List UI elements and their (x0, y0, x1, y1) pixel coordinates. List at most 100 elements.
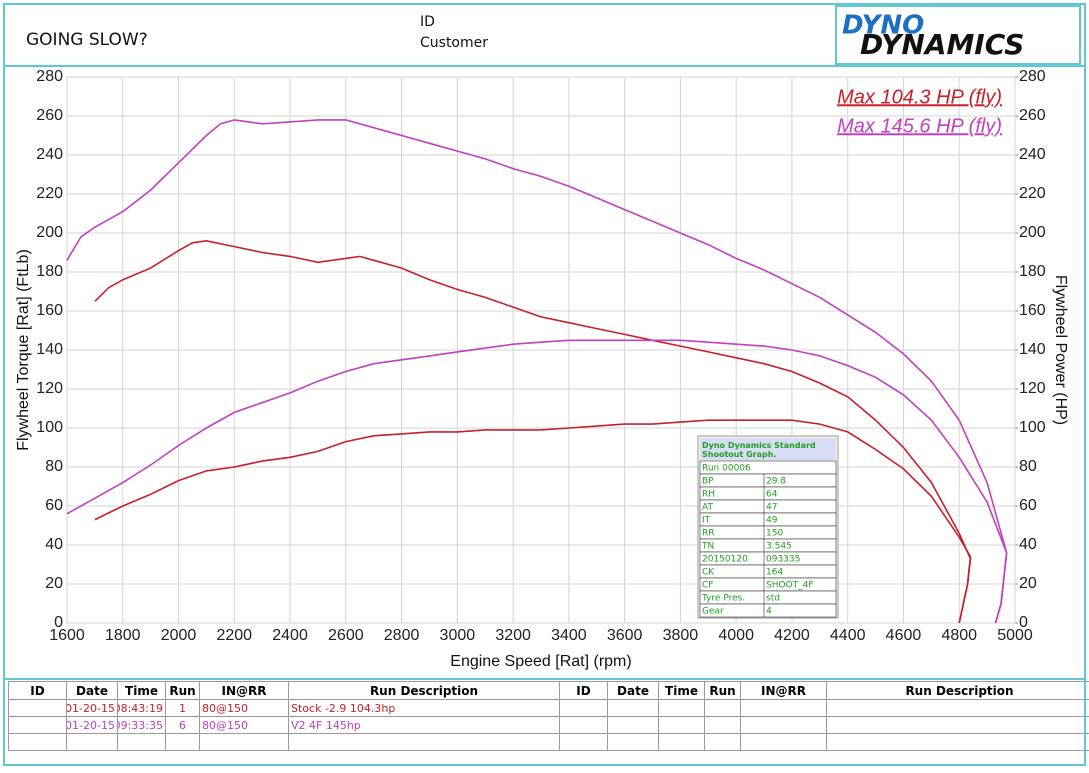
x-tick-label: 3600 (607, 627, 643, 644)
table-cell: 6 (166, 717, 200, 734)
column-header: ID (560, 682, 608, 700)
x-tick-label: 3400 (551, 627, 587, 644)
y-tick-label: 100 (36, 419, 63, 436)
column-header: IN@RR (200, 682, 289, 700)
y-tick-label: 80 (45, 458, 63, 475)
x-tick-label: 3800 (663, 627, 699, 644)
table-cell (608, 700, 659, 717)
info-cell: SHOOT_4F (766, 581, 814, 591)
info-cell: Gear (702, 607, 724, 617)
table-cell: 08:43:19 (118, 700, 166, 717)
table-cell: 80@150 (200, 717, 289, 734)
y2-tick-label: 140 (1019, 341, 1046, 358)
table-cell (118, 734, 166, 751)
info-cell: std (766, 594, 780, 604)
table-cell (608, 734, 659, 751)
info-cell: 4 (766, 607, 772, 617)
table-cell (289, 734, 560, 751)
x-tick-label: 2400 (272, 627, 308, 644)
y-tick-label: 40 (45, 536, 63, 553)
x-tick-label: 4600 (886, 627, 922, 644)
x-tick-label: 2200 (216, 627, 252, 644)
y-tick-label: 260 (36, 107, 63, 124)
x-tick-label: 1600 (49, 627, 85, 644)
x-tick-label: 4200 (774, 627, 810, 644)
info-cell: Run 00006 (702, 464, 751, 474)
info-cell: CF (702, 581, 713, 591)
table-cell (9, 734, 67, 751)
y2-tick-label: 80 (1019, 458, 1037, 475)
table-cell (705, 734, 741, 751)
table-cell (659, 734, 705, 751)
column-header: Run (705, 682, 741, 700)
table-cell: 1 (166, 700, 200, 717)
info-cell: IT (702, 516, 711, 526)
x-tick-label: 3000 (440, 627, 476, 644)
table-cell (741, 734, 827, 751)
table-cell: 09:33:35 (118, 717, 166, 734)
table-cell (608, 717, 659, 734)
table-cell (560, 717, 608, 734)
table-cell (705, 717, 741, 734)
y-tick-label: 240 (36, 146, 63, 163)
y-tick-label: 180 (36, 263, 63, 280)
y-tick-label: 280 (36, 68, 63, 85)
y2-tick-label: 220 (1019, 185, 1046, 202)
column-header: IN@RR (741, 682, 827, 700)
x-tick-label: 2000 (161, 627, 197, 644)
info-cell: CK (702, 568, 715, 578)
info-cell: RR (702, 529, 715, 539)
table-cell (200, 734, 289, 751)
header-title: GOING SLOW? (26, 30, 148, 50)
column-header: Run (166, 682, 200, 700)
y-tick-label: 60 (45, 497, 63, 514)
y2-tick-label: 120 (1019, 380, 1046, 397)
info-cell: TN (701, 542, 714, 552)
table-cell (705, 700, 741, 717)
y2-tick-label: 240 (1019, 146, 1046, 163)
table-cell (827, 734, 1089, 751)
logo-text: DYNAMICS (860, 28, 1024, 61)
table-cell: 01-20-15 (67, 700, 118, 717)
y2-tick-label: 40 (1019, 536, 1037, 553)
table-cell (659, 700, 705, 717)
table-cell (67, 734, 118, 751)
table-cell (9, 717, 67, 734)
y-tick-label: 200 (36, 224, 63, 241)
y-tick-label: 160 (36, 302, 63, 319)
y2-axis-label: Flywheel Power (HP) (1052, 275, 1069, 425)
info-cell: 164 (766, 568, 783, 578)
table-cell (741, 717, 827, 734)
info-cell: 3.545 (766, 542, 792, 552)
table-cell (166, 734, 200, 751)
x-tick-label: 4000 (718, 627, 754, 644)
info-cell: BP (702, 477, 714, 487)
x-tick-label: 1800 (105, 627, 141, 644)
info-cell: 29.8 (766, 477, 786, 487)
annotation: Max 145.6 HP (fly) (837, 115, 1002, 137)
info-cell: 093335 (766, 555, 800, 565)
x-tick-label: 4800 (941, 627, 977, 644)
info-cell: 150 (766, 529, 783, 539)
info-cell: Tyre Pres. (701, 594, 745, 604)
table-cell: 80@150 (200, 700, 289, 717)
y2-tick-label: 180 (1019, 263, 1046, 280)
y2-tick-label: 160 (1019, 302, 1046, 319)
table-cell (741, 700, 827, 717)
id-label: ID (420, 14, 435, 30)
table-cell (827, 717, 1089, 734)
table-row (9, 734, 1089, 751)
y2-tick-label: 100 (1019, 419, 1046, 436)
y-tick-label: 20 (45, 575, 63, 592)
x-tick-label: 4400 (830, 627, 866, 644)
y2-tick-label: 60 (1019, 497, 1037, 514)
customer-label: Customer (420, 35, 488, 51)
info-cell: 49 (766, 516, 778, 526)
table-cell: Stock -2.9 104.3hp (289, 700, 560, 717)
x-tick-label: 2600 (328, 627, 364, 644)
table-cell (560, 734, 608, 751)
